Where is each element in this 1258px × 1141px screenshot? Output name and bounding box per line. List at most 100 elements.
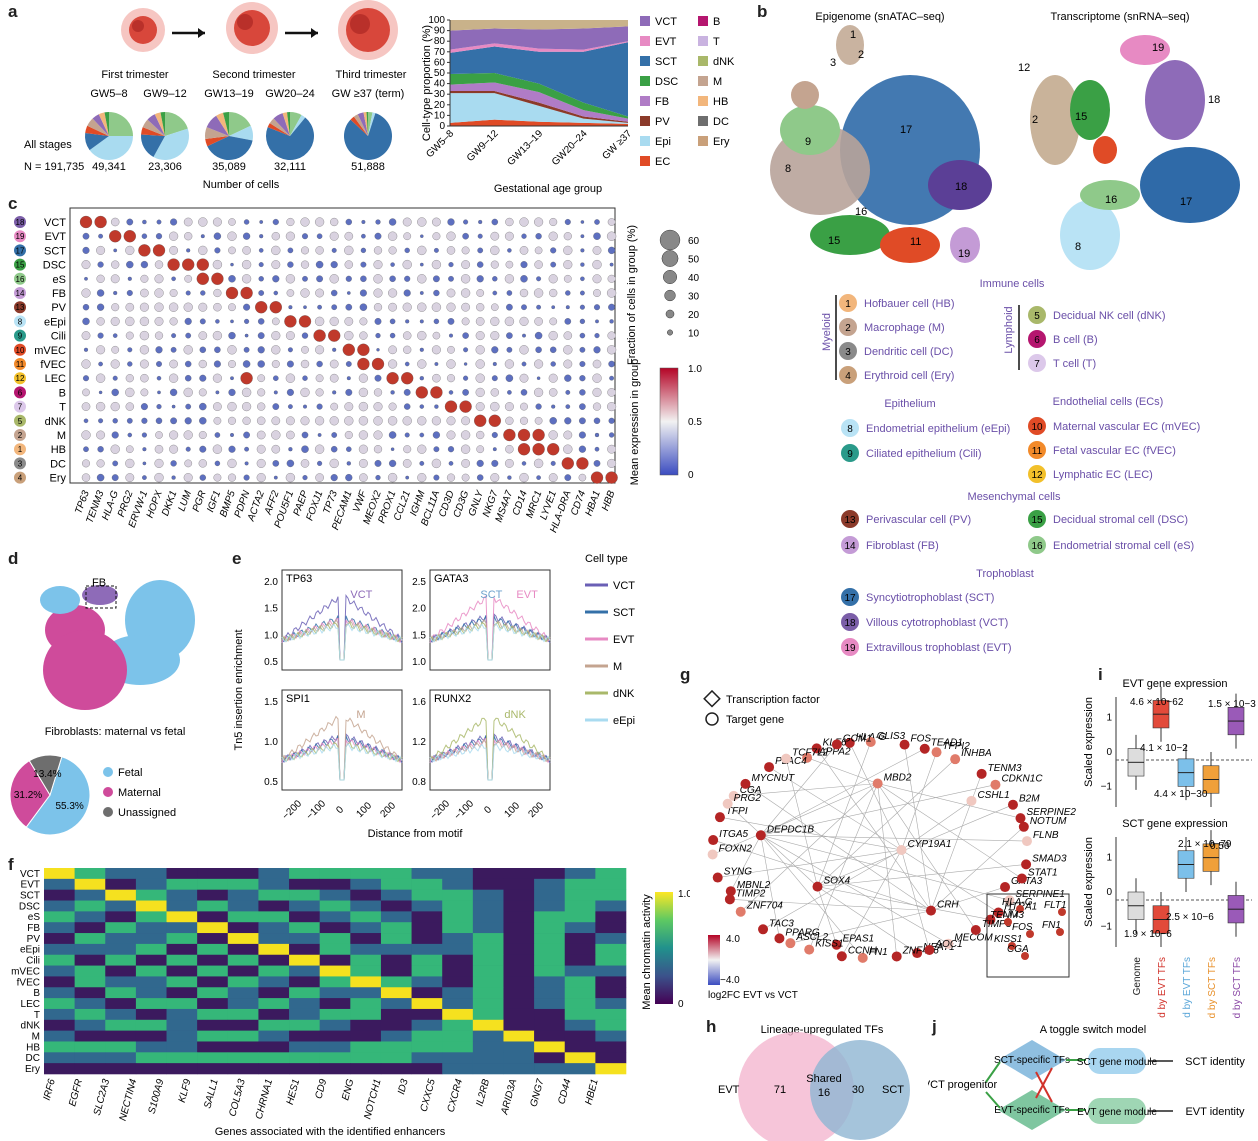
- heatmap-cell: [166, 878, 198, 890]
- footprint-ytick: 1.5: [412, 630, 426, 641]
- heatmap-cell: [411, 1063, 443, 1075]
- heatmap-cell: [442, 878, 474, 890]
- pie-slice: [85, 125, 109, 136]
- heatmap-cell: [503, 943, 535, 956]
- cluster-label: 9: [805, 136, 811, 148]
- heatmap-cell: [289, 933, 320, 945]
- dot: [389, 318, 396, 325]
- dot: [373, 260, 383, 270]
- network-node: [872, 778, 883, 789]
- pie-slice: [368, 112, 373, 136]
- panel-i-letter: i: [1098, 665, 1103, 684]
- footprint-annot: M: [356, 709, 365, 721]
- dot: [447, 345, 455, 354]
- network-node: [985, 914, 996, 925]
- dot: [98, 233, 103, 239]
- dot: [506, 290, 513, 296]
- lfc-min: −4.0: [720, 975, 740, 986]
- heatmap-cell: [166, 943, 198, 956]
- fb-pie-title: Fibroblasts: maternal vs fetal: [45, 726, 186, 738]
- heatmap-cell: [472, 1030, 504, 1042]
- dot: [593, 232, 601, 240]
- cluster-number: 16: [1031, 541, 1043, 552]
- pie-slice: [290, 112, 302, 136]
- cluster-number: 4: [845, 371, 851, 382]
- box-category: Repressed by EVT TFs: [1182, 957, 1193, 1018]
- heatmap-cell: [350, 976, 382, 988]
- dot: [199, 318, 206, 325]
- row-badge: [14, 287, 26, 299]
- dot: [492, 276, 498, 282]
- heatmap-cell: [472, 889, 504, 901]
- dot: [314, 316, 325, 327]
- heatmap-cell: [534, 976, 566, 988]
- heatmap-cell: [44, 1019, 75, 1031]
- edge: [817, 804, 1014, 887]
- edge: [760, 748, 925, 836]
- dot: [474, 414, 487, 427]
- cluster-label: 16: [1105, 194, 1117, 206]
- heatmap-cell: [44, 900, 75, 912]
- dot: [520, 389, 528, 396]
- panel-f-letter: f: [8, 855, 14, 874]
- heatmap-row-label: eEpi: [20, 945, 40, 956]
- dot: [256, 444, 266, 454]
- dot: [561, 457, 574, 470]
- heatmap-cell: [380, 1052, 412, 1064]
- edge: [901, 800, 972, 851]
- dot: [536, 276, 542, 282]
- dot: [504, 359, 515, 369]
- evt-module-label: EVT gene module: [1077, 1107, 1157, 1118]
- heatmap-cell: [44, 965, 75, 977]
- cluster-name: Dendritic cell (DC): [864, 346, 953, 358]
- row-badge: [14, 372, 26, 385]
- dot: [580, 276, 585, 282]
- arrow-icon: [985, 1091, 1001, 1109]
- dot: [417, 444, 427, 454]
- network-gene-label: GATA3: [1011, 876, 1043, 887]
- heatmap-cell: [564, 889, 596, 901]
- heatmap-cell: [166, 911, 198, 923]
- cluster-number: 3: [845, 347, 851, 358]
- dot: [463, 375, 469, 381]
- cluster-label: 12: [1018, 62, 1030, 74]
- heatmap-gene-label: ARID3A: [499, 1078, 519, 1117]
- network-node: [831, 939, 842, 950]
- heatmap-cell: [197, 998, 229, 1010]
- cluster-name: Erythroid cell (Ery): [864, 370, 954, 382]
- dot: [113, 290, 118, 296]
- dot: [578, 431, 586, 439]
- dot: [315, 345, 325, 355]
- heatmap-cell: [258, 987, 290, 999]
- heatmap-cell: [472, 900, 504, 912]
- heatmap-cell: [74, 1063, 106, 1075]
- dot: [551, 404, 556, 409]
- network-node: [891, 951, 902, 962]
- network-node: [722, 798, 733, 809]
- heatmap-cell: [74, 954, 106, 966]
- dot: [461, 459, 470, 468]
- heatmap-gene-label: ENG: [340, 1078, 356, 1102]
- heatmap-cell: [289, 922, 320, 934]
- network-gene-label: NOTUM: [1030, 816, 1067, 827]
- dot: [156, 361, 162, 367]
- cluster-badge: [841, 419, 859, 437]
- heatmap-cell: [534, 868, 566, 880]
- dot: [214, 432, 221, 438]
- dot: [519, 373, 529, 383]
- footprint-line: [429, 742, 551, 781]
- dot: [155, 233, 163, 240]
- dot: [534, 387, 544, 397]
- heatmap-cell: [411, 900, 443, 912]
- dot: [169, 388, 178, 397]
- dot: [432, 373, 441, 383]
- dot: [213, 360, 221, 368]
- heatmap-row-label: HB: [26, 1042, 40, 1053]
- heatmap-cell: [472, 1052, 504, 1064]
- inset-node: [1004, 918, 1012, 926]
- network-gene-label: CGA: [740, 785, 762, 796]
- dot: [447, 218, 455, 226]
- dot: [374, 459, 382, 467]
- heatmap-cell: [44, 1063, 75, 1075]
- heatmap-cell: [105, 922, 137, 934]
